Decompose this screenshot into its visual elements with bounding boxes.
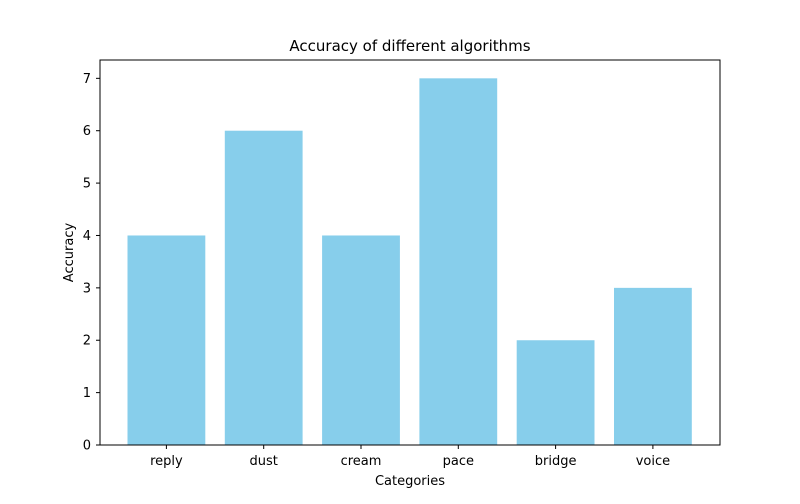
y-tick-label: 3 — [83, 281, 91, 296]
bar-reply — [127, 235, 206, 445]
bar-cream — [322, 235, 400, 445]
y-tick-label: 4 — [83, 229, 91, 244]
x-axis-label: Categories — [375, 474, 445, 489]
x-tick-label-bridge: bridge — [535, 454, 577, 469]
x-tick-label-cream: cream — [341, 454, 382, 469]
bar-bridge — [516, 340, 595, 445]
y-tick-label: 5 — [83, 177, 91, 192]
y-tick-label: 1 — [83, 386, 91, 401]
y-tick-label: 7 — [83, 72, 91, 87]
x-tick-label-dust: dust — [250, 454, 278, 469]
bar-dust — [224, 130, 303, 445]
y-axis-label: Accuracy — [62, 223, 77, 283]
plot-frame — [99, 59, 721, 446]
y-tick-label: 0 — [83, 439, 91, 454]
x-tick-label-voice: voice — [636, 454, 670, 469]
y-tick-label: 6 — [83, 124, 91, 139]
chart-title: Accuracy of different algorithms — [289, 37, 530, 55]
x-tick-label-reply: reply — [150, 454, 183, 469]
x-tick-label-pace: pace — [443, 454, 474, 469]
bar-voice — [614, 287, 692, 445]
y-tick-label: 2 — [83, 334, 91, 349]
y-axis: 0 1 2 3 4 5 6 7 — [83, 72, 100, 454]
x-axis: reply dust cream pace bridge voice — [150, 445, 670, 469]
bars-group — [127, 78, 692, 445]
bar-pace — [419, 78, 498, 445]
